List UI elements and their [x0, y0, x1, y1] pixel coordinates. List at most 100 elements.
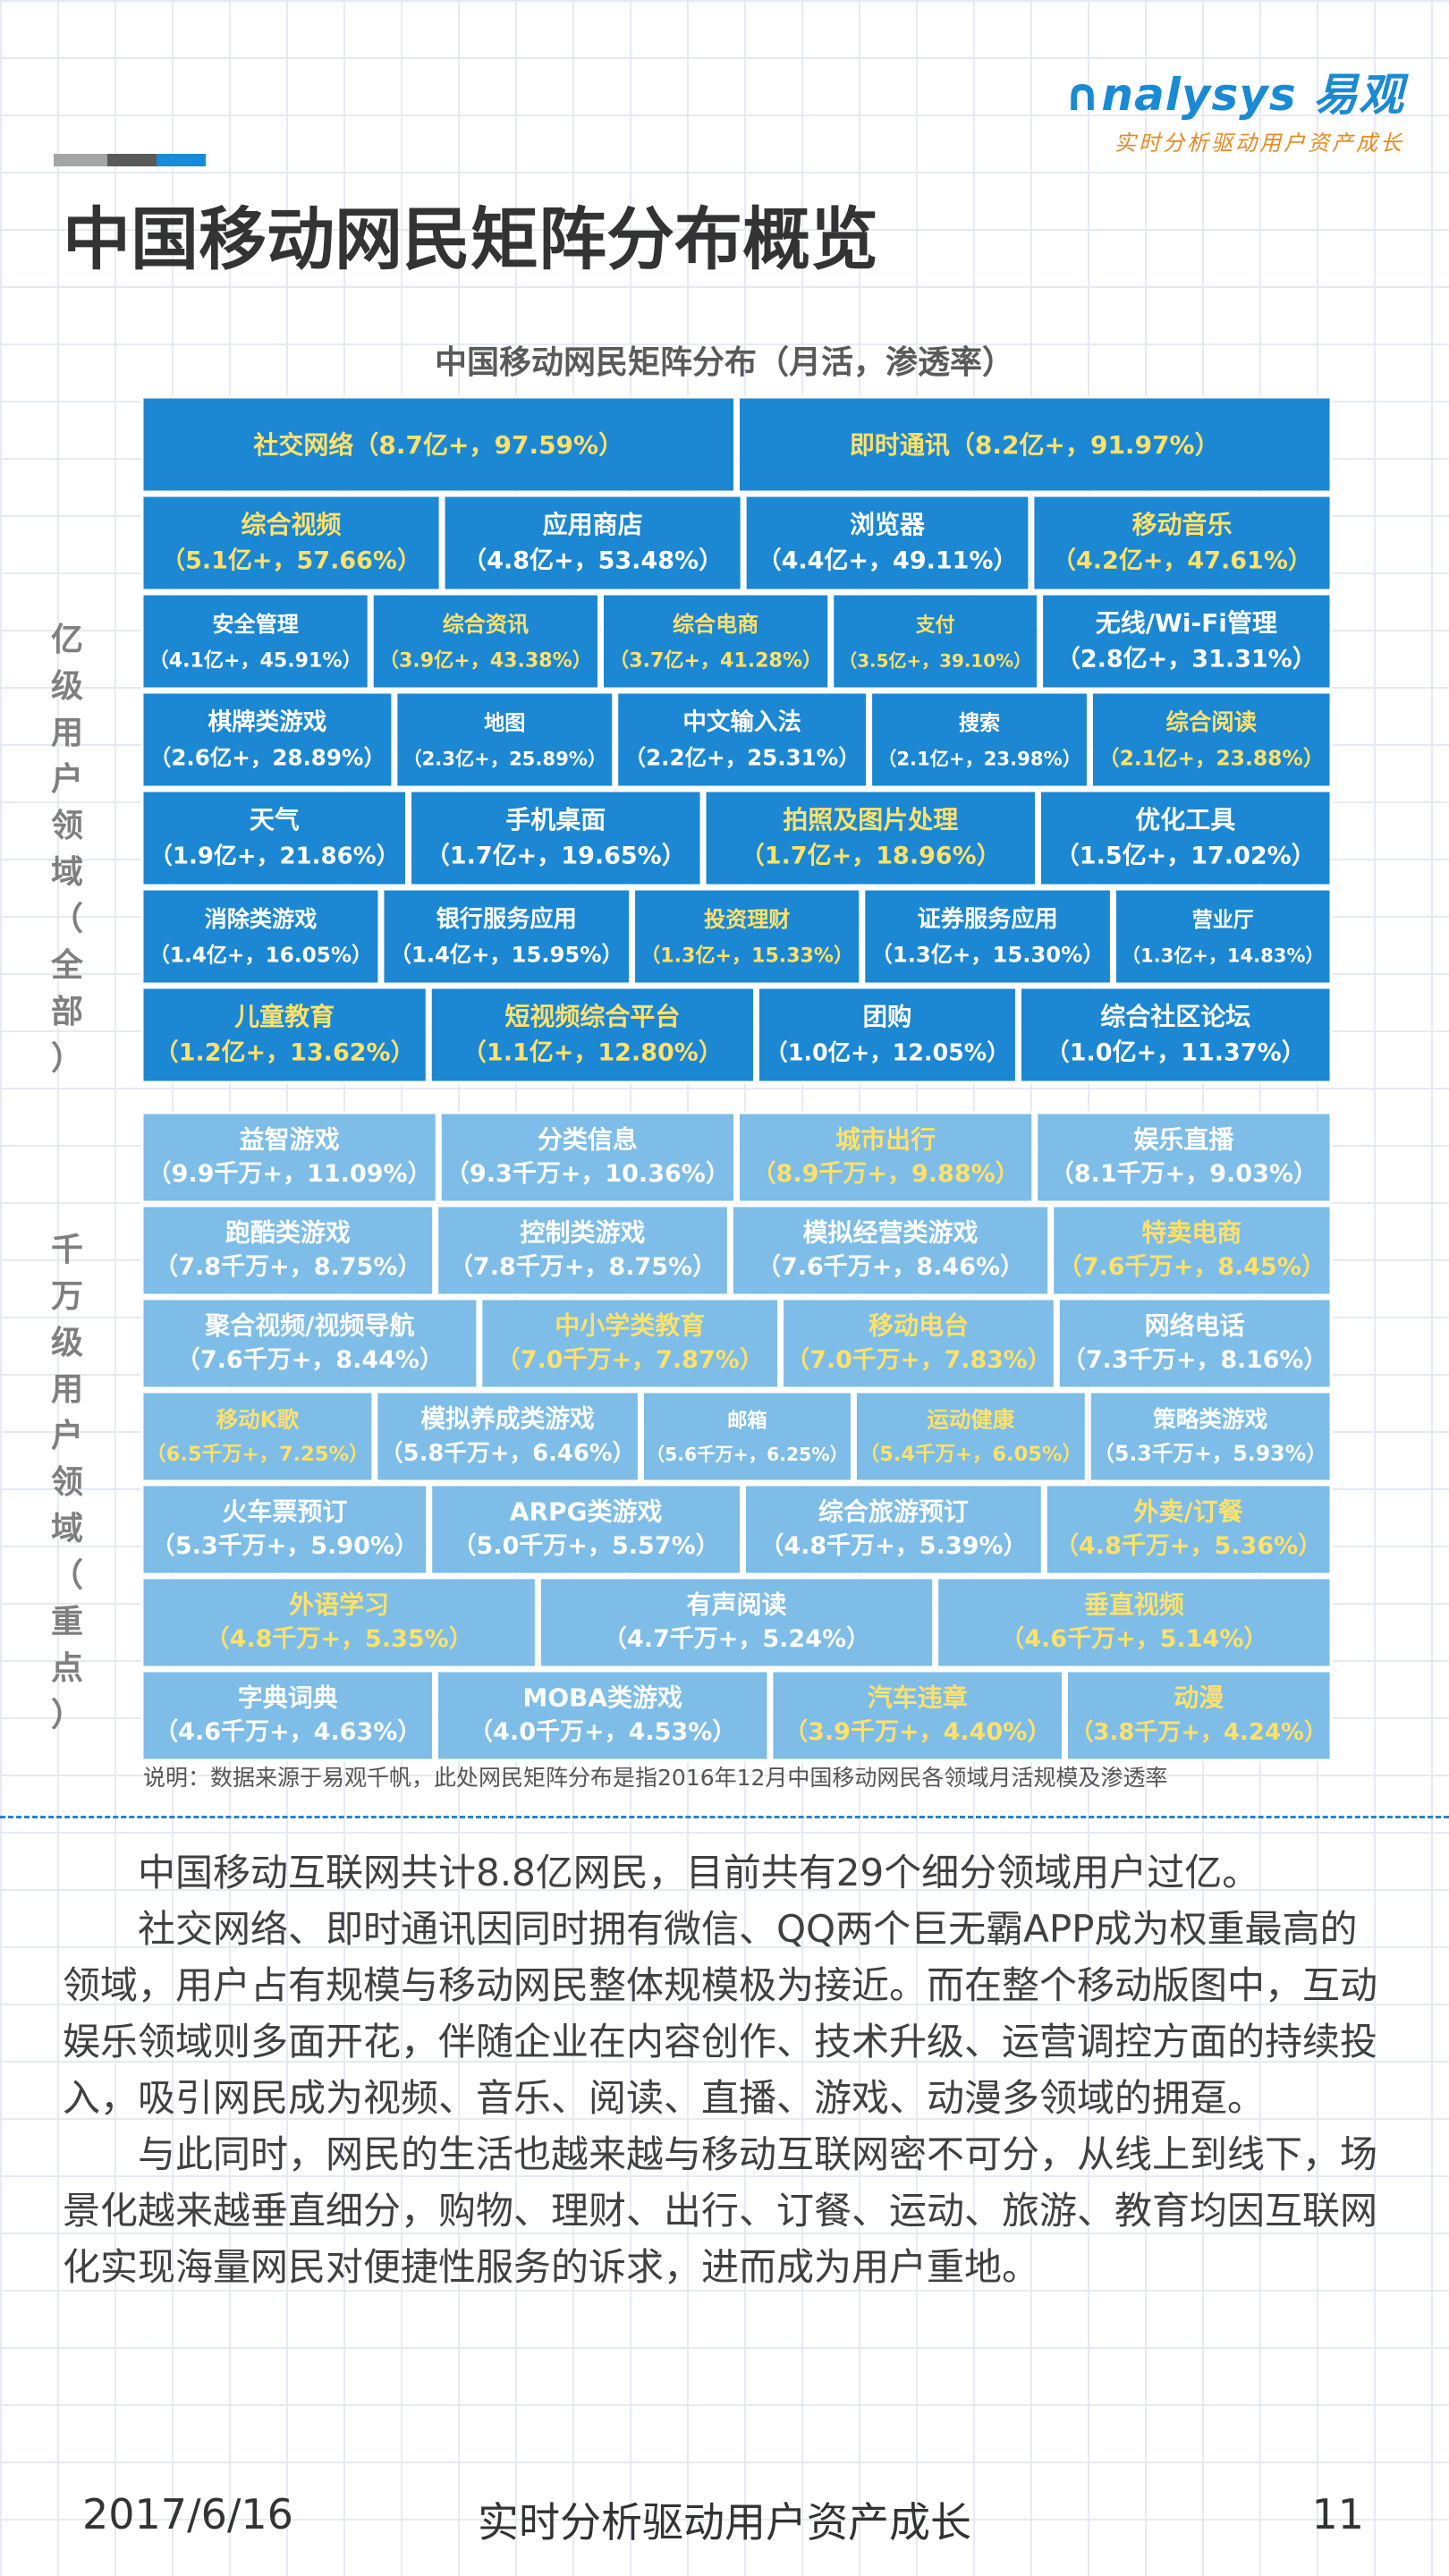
treemap-cell: 地图 （2.3亿+，25.89%）: [394, 691, 615, 789]
treemap-cell: 银行服务应用 （1.4亿+，15.95%）: [381, 887, 632, 986]
cell-name: 移动音乐: [1131, 510, 1232, 539]
treemap-cell: 营业厅 （1.3亿+，14.83%）: [1113, 887, 1333, 986]
treemap-cell: 综合视频 （5.1亿+，57.66%）: [140, 494, 442, 592]
treemap-cell: 控制类游戏 （7.8千万+，8.75%）: [436, 1204, 730, 1297]
cell-value: （5.1亿+，57.66%）: [161, 547, 421, 575]
cell-name: 团购: [863, 1003, 912, 1031]
cell-value: （2.1亿+，23.88%）: [1098, 746, 1324, 771]
cell-value: （2.8亿+，31.31%）: [1056, 646, 1317, 674]
cell-name: 策略类游戏: [1153, 1406, 1267, 1434]
deco-segment-dark: [107, 154, 157, 166]
cell-name: 消除类游戏: [205, 906, 318, 932]
group-label-char: 级: [50, 668, 83, 705]
treemap-cell-rect: [632, 887, 862, 986]
cell-name: 搜索: [959, 712, 1000, 735]
treemap-cell: 城市出行 （8.9千万+，9.88%）: [737, 1111, 1035, 1204]
cell-name: 拍照及图片处理: [783, 805, 958, 835]
title-decoration-bar: [54, 154, 206, 166]
treemap-cell-rect: [409, 789, 703, 887]
treemap-cell-rect: [375, 1390, 640, 1483]
cell-value: （1.5亿+，17.02%）: [1055, 843, 1316, 870]
cell-value: （4.0千万+，4.53%）: [469, 1718, 736, 1746]
cell-name: 运动健康: [927, 1407, 1014, 1433]
treemap-cell-rect: [1018, 986, 1333, 1084]
page-number: 11: [1311, 2490, 1364, 2538]
cell-name: 地图: [484, 712, 525, 735]
treemap-cell-rect: [370, 592, 600, 691]
treemap-cell: 模拟经营类游戏 （7.6千万+，8.46%）: [730, 1204, 1051, 1297]
cell-name: 手机桌面: [505, 805, 606, 835]
treemap-cell: 证券服务应用 （1.3亿+，15.30%）: [862, 887, 1113, 986]
treemap-cell: 无线/Wi-Fi管理 （2.8亿+，31.31%）: [1040, 592, 1333, 691]
cell-value: （1.9亿+，21.86%）: [149, 843, 400, 870]
treemap-cell: 团购 （1.0亿+，12.05%）: [756, 986, 1018, 1084]
cell-name: 模拟养成类游戏: [420, 1404, 595, 1434]
cell-value: （7.3千万+，8.16%）: [1062, 1346, 1327, 1374]
cell-name: 无线/Wi-Fi管理: [1096, 608, 1277, 638]
treemap-cell: 外语学习 （4.8千万+，5.35%）: [140, 1576, 538, 1669]
treemap-cell-rect: [1051, 1204, 1333, 1297]
cell-value: （1.4亿+，16.05%）: [149, 944, 373, 968]
cell-name: 投资理财: [704, 907, 790, 932]
treemap-cell-rect: [743, 494, 1031, 592]
group-label-char: 户: [50, 761, 83, 798]
treemap-cell-rect: [1038, 789, 1333, 887]
cell-name: 垂直视频: [1084, 1590, 1184, 1620]
cell-name: 移动电台: [869, 1311, 969, 1341]
treemap-cell-rect: [730, 1204, 1051, 1297]
treemap-cell: MOBA类游戏 （4.0千万+，4.53%）: [436, 1669, 770, 1762]
treemap-cell-rect: [615, 691, 869, 789]
treemap-cell-rect: [140, 1483, 429, 1576]
footer-slogan: 实时分析驱动用户资产成长: [478, 2498, 971, 2546]
treemap-cell-rect: [140, 986, 428, 1084]
treemap-cell: 有声阅读 （4.7千万+，5.24%）: [538, 1576, 936, 1669]
treemap-cell-rect: [140, 789, 409, 887]
cell-name: 城市出行: [835, 1125, 936, 1155]
cell-value: （3.7亿+，41.28%）: [609, 649, 822, 673]
cell-name: 安全管理: [212, 612, 298, 637]
cell-value: （9.9千万+，11.09%）: [148, 1160, 432, 1188]
treemap-cell-rect: [436, 1204, 730, 1297]
cell-name: 支付: [916, 614, 955, 637]
treemap-cell: 天气 （1.9亿+，21.86%）: [140, 789, 409, 887]
cell-name: 网络电话: [1145, 1311, 1245, 1341]
treemap-cell-rect: [140, 1204, 436, 1297]
treemap-cell: 移动电台 （7.0千万+，7.83%）: [781, 1297, 1056, 1390]
treemap-cell-rect: [1089, 691, 1333, 789]
treemap-cell: 综合资讯 （3.9亿+，43.38%）: [370, 592, 600, 691]
group-label-char: 千: [50, 1232, 83, 1268]
cell-value: （1.7亿+，18.96%）: [741, 843, 1001, 870]
cell-name: 棋牌类游戏: [208, 708, 327, 736]
treemap-cell-rect: [1088, 1390, 1333, 1483]
cell-value: （3.8千万+，4.24%）: [1070, 1719, 1327, 1746]
treemap-cell: 短视频综合平台 （1.1亿+，12.80%）: [428, 986, 756, 1084]
group-label-char: 领: [50, 1464, 83, 1501]
treemap-cell-rect: [862, 887, 1113, 986]
cell-value: （3.5亿+，39.10%）: [839, 650, 1031, 672]
cell-value: （4.8亿+，53.48%）: [462, 547, 723, 575]
treemap-cell: 优化工具 （1.5亿+，17.02%）: [1038, 789, 1333, 887]
cell-value: （8.1千万+，9.03%）: [1050, 1160, 1318, 1188]
cell-name: 控制类游戏: [520, 1218, 645, 1248]
treemap-cell: 跑酷类游戏 （7.8千万+，8.75%）: [140, 1204, 436, 1297]
cell-value: （7.6千万+，8.44%）: [176, 1346, 444, 1374]
treemap-cell: 消除类游戏 （1.4亿+，16.05%）: [140, 887, 381, 986]
cell-value: （4.4亿+，49.11%）: [758, 547, 1018, 575]
group-label-char: 部: [50, 994, 83, 1030]
cell-value: （2.2亿+，25.31%）: [624, 745, 860, 771]
treemap-cell-rect: [737, 1111, 1035, 1204]
treemap-cell-rect: [140, 1669, 436, 1762]
cell-value: （6.5千万+，7.25%）: [146, 1443, 369, 1466]
treemap-cell-rect: [640, 1390, 853, 1483]
cell-value: （5.6千万+，6.25%）: [647, 1444, 848, 1465]
treemap-cell: 棋牌类游戏 （2.6亿+，28.89%）: [140, 691, 394, 789]
treemap-cell: 垂直视频 （4.6千万+，5.14%）: [936, 1576, 1333, 1669]
cell-name: 天气: [250, 805, 300, 835]
cell-name: 娱乐直播: [1133, 1125, 1234, 1155]
group-label-char: 全: [50, 947, 83, 984]
cell-value: （7.8千万+，8.75%）: [449, 1253, 716, 1281]
cell-name: 字典词典: [238, 1683, 338, 1713]
cell-value: （5.3千万+，5.90%）: [151, 1532, 419, 1560]
cell-name: 综合视频: [242, 510, 342, 539]
cell-value: （1.7亿+，19.65%）: [426, 843, 686, 870]
